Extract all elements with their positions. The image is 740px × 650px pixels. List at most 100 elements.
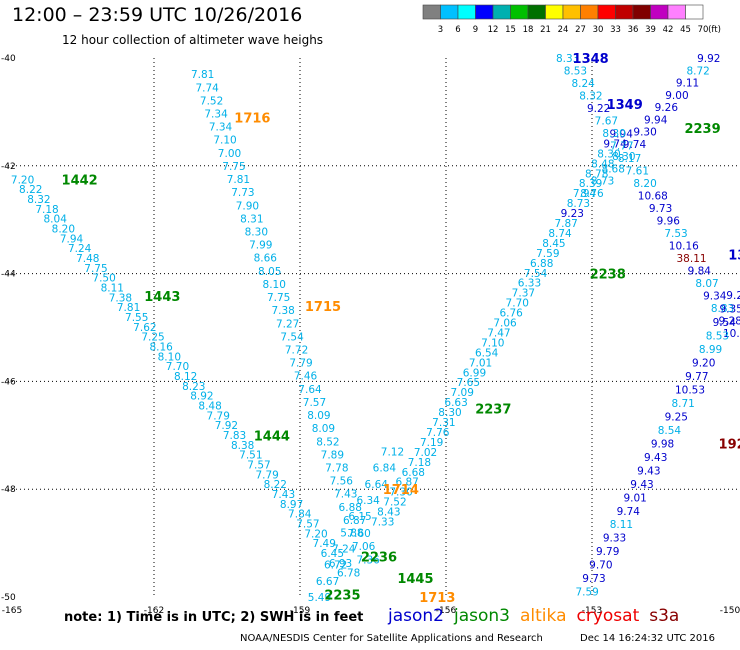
wave-height-value: 7.77 <box>610 140 633 152</box>
wave-height-value: 7.81 <box>117 302 140 314</box>
wave-height-value: 7.57 <box>303 397 326 409</box>
scale-label: 33 <box>610 25 621 35</box>
y-tick-label: -46 <box>1 377 16 387</box>
wave-height-value: 8.20 <box>633 178 656 190</box>
wave-height-value: 7.10 <box>213 135 236 147</box>
x-tick-label: -150 <box>720 606 740 616</box>
scale-label: 27 <box>575 25 586 35</box>
wave-height-value: 8.22 <box>19 184 42 196</box>
wave-height-value: 6.87 <box>343 515 366 527</box>
wave-height-value: 8.30 <box>245 226 268 238</box>
satellite-altika: altika <box>520 606 567 626</box>
wave-height-value: 7.84 <box>288 509 312 521</box>
wave-height-value: 9.77 <box>685 371 708 383</box>
scale-label: 18 <box>523 25 534 35</box>
wave-height-value: 8.76 <box>580 188 604 200</box>
y-tick-label: -42 <box>1 162 16 172</box>
wave-height-value: 7.53 <box>664 228 687 240</box>
wave-height-value: 7.81 <box>227 174 250 186</box>
satellite-jason3: jason3 <box>454 606 510 626</box>
scale-label: 42 <box>663 25 674 35</box>
wave-height-value: 9.92 <box>697 53 720 65</box>
wave-height-value: 9.11 <box>676 78 699 90</box>
wave-height-value: 7.57 <box>247 460 270 472</box>
x-tick-label: -162 <box>144 606 164 616</box>
wave-height-value: 7.33 <box>371 517 394 529</box>
wave-height-value: 6.15 <box>348 511 371 523</box>
y-tick-label: -48 <box>1 485 16 495</box>
scale-label: 6 <box>455 25 460 35</box>
wave-height-value: 9.73 <box>582 573 605 585</box>
wave-height-value: 9.33 <box>603 533 626 545</box>
orbit-number-label: 1716 <box>234 111 270 126</box>
wave-height-value: 9.01 <box>623 492 646 504</box>
orbit-number-label: 2237 <box>475 402 511 417</box>
wave-height-value: 7.99 <box>249 240 272 252</box>
wave-height-value: 7.61 <box>626 165 649 177</box>
wave-height-value: 8.54 <box>658 425 682 437</box>
wave-height-value: 7.24 <box>68 243 92 255</box>
wave-height-value: 8.83 <box>711 303 734 315</box>
wave-height-value: 7.72 <box>285 344 308 356</box>
wave-height-plot: -165 -162 -159 -156 -153 -150 -40 -42 -44 -46 -48 -… <box>1 52 740 616</box>
wave-height-value: 7.19 <box>420 437 443 449</box>
color-scale-legend: 3 6 9 12 15 18 21 24 27 30 33 36 39 42 45 70 (ft) <box>422 4 721 35</box>
wave-height-value: 7.78 <box>325 462 348 474</box>
wave-height-value: 7.55 <box>125 312 148 324</box>
wave-height-value: 9.43 <box>644 452 667 464</box>
wave-height-value: 7.57 <box>296 519 319 531</box>
wave-height-value: 7.18 <box>35 204 58 216</box>
satellite-s3a: s3a <box>649 606 680 626</box>
scale-label: 70 <box>698 25 709 35</box>
wave-height-value: 7.30 <box>389 487 412 499</box>
wave-height-value: 7.52 <box>383 497 406 509</box>
wave-height-value: 7.70 <box>506 298 529 310</box>
wave-height-value: 9.26 <box>726 290 740 302</box>
wave-height-value: 9.73 <box>649 203 672 215</box>
wave-height-value: 7.49 <box>313 538 336 550</box>
wave-height-value: 9.30 <box>633 127 656 139</box>
scale-swatch <box>685 4 704 20</box>
wave-height-value: 6.34 <box>356 495 380 507</box>
orbit-number-label: 1349 <box>607 98 643 113</box>
wave-height-value: 7.75 <box>222 161 245 173</box>
satellite-legend: jason2 jason3 altika cryosat s3a <box>388 606 689 626</box>
wave-height-value: 9.43 <box>630 479 653 491</box>
scale-label: 45 <box>680 25 691 35</box>
scale-label: 21 <box>540 25 551 35</box>
wave-height-value: 6.76 <box>499 308 523 320</box>
wave-height-value: 8.48 <box>591 158 614 170</box>
y-tick-label: -40 <box>1 54 16 64</box>
wave-height-value: 38.11 <box>677 253 707 265</box>
wave-height-value: 8.52 <box>316 436 339 448</box>
wave-height-value: 6.67 <box>316 576 339 588</box>
wave-height-value: 7.52 <box>200 95 223 107</box>
wave-height-value: 7.48 <box>76 253 99 265</box>
wave-height-value: 8.97 <box>280 499 303 511</box>
wave-height-value: 8.10 <box>158 351 181 363</box>
wave-height-value: 7.34 <box>204 109 228 121</box>
orbit-number-label: 1443 <box>144 290 180 305</box>
wave-height-value: 7.89 <box>321 449 344 461</box>
wave-height-value: 8.12 <box>174 371 197 383</box>
wave-height-value: 6.64 <box>365 479 389 491</box>
orbit-number-label: 1444 <box>254 429 290 444</box>
wave-height-value: 9.20 <box>692 358 715 370</box>
wave-height-value: 6.78 <box>337 568 360 580</box>
wave-height-value: 10.74 <box>723 328 740 340</box>
wave-height-value: 8.24 <box>571 78 595 90</box>
wave-height-value: 7.59 <box>575 587 598 599</box>
wave-height-value: 9.35 <box>719 304 740 316</box>
wave-height-value: 9.94 <box>610 128 634 140</box>
wave-height-value: 8.38 <box>231 440 254 452</box>
wave-height-value: 8.30 <box>612 151 635 163</box>
wave-height-value: 7.43 <box>334 489 357 501</box>
page-subtitle: 12 hour collection of altimeter wave hei… <box>62 33 324 47</box>
wave-height-value: 7.75 <box>84 263 107 275</box>
wave-height-value: 8.71 <box>671 398 694 410</box>
wave-height-value: 7.27 <box>276 318 299 330</box>
wave-height-value: 8.09 <box>312 423 335 435</box>
scale-label: 39 <box>645 25 656 35</box>
wave-height-value: 9.54 <box>713 317 737 329</box>
wave-height-value: 9.23 <box>561 208 584 220</box>
